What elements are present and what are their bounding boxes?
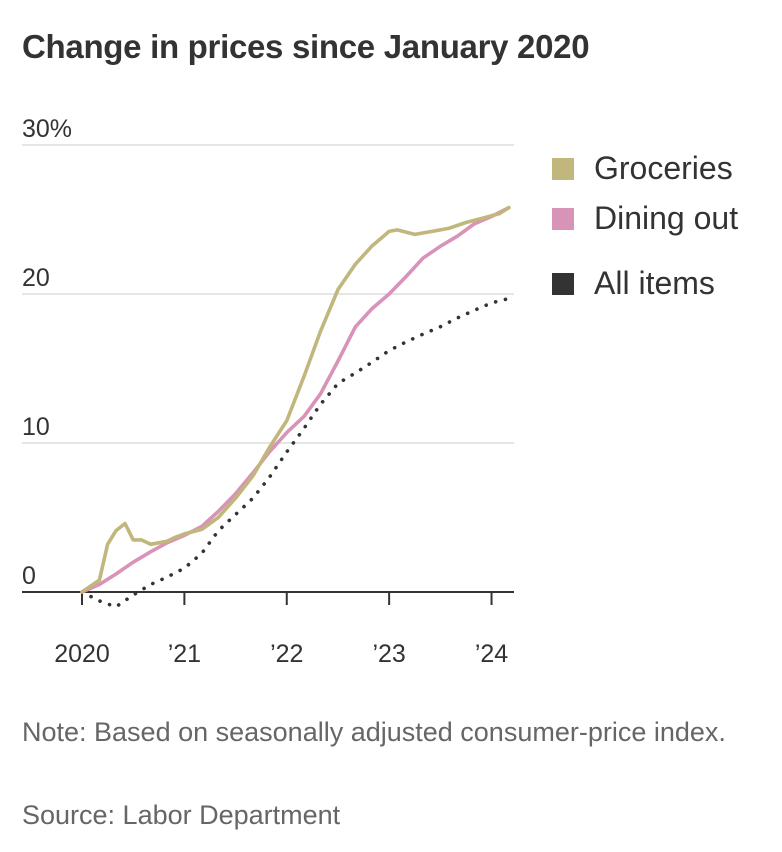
x-axis: 2020 ’21 ’22 ’23 ’24 <box>54 592 508 668</box>
y-tick-label-10: 10 <box>22 413 50 441</box>
series-line-dining-out <box>80 205 511 594</box>
legend-label-dining-out: Dining out <box>594 200 739 236</box>
legend-label-groceries: Groceries <box>594 150 733 186</box>
x-tick-label-2020: 2020 <box>54 640 110 668</box>
legend-swatch-groceries <box>552 157 574 180</box>
series-line-groceries <box>80 205 511 594</box>
legend-label-all-items: All items <box>594 265 715 301</box>
x-tick-label-2022: ’22 <box>270 640 303 668</box>
chart-note: Note: Based on seasonally adjusted consu… <box>22 717 726 747</box>
legend-item-groceries: Groceries <box>552 150 733 187</box>
legend-swatch-all-items <box>552 272 574 295</box>
legend-item-all-items: All items <box>552 265 715 302</box>
gridlines <box>22 144 514 593</box>
chart-source: Source: Labor Department <box>22 800 341 830</box>
x-tick-label-2021: ’21 <box>168 640 201 668</box>
series-line-all-items <box>80 296 511 609</box>
series-lines <box>80 205 511 609</box>
y-axis-ticks: 30% 20 10 0 <box>22 115 72 590</box>
y-tick-label-30: 30% <box>22 115 72 143</box>
line-chart: 30% 20 10 0 2020 ’21 ’22 ’23 ’24 <box>22 115 514 668</box>
x-tick-label-2024: ’24 <box>475 640 508 668</box>
chart-title: Change in prices since January 2020 <box>22 28 590 65</box>
x-tick-label-2023: ’23 <box>372 640 405 668</box>
y-tick-label-20: 20 <box>22 264 50 292</box>
legend-item-dining-out: Dining out <box>552 200 738 237</box>
y-tick-label-0: 0 <box>22 562 36 590</box>
legend-swatch-dining-out <box>552 207 574 230</box>
